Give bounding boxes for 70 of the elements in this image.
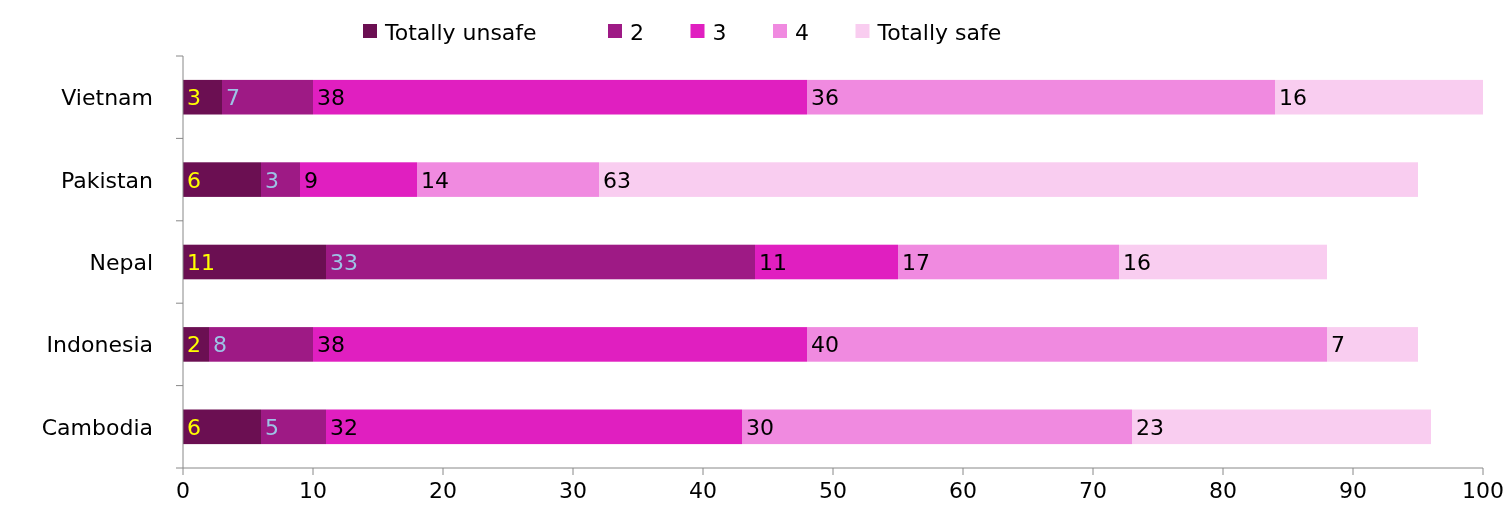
data-label: 33 [330, 249, 358, 275]
bar [183, 244, 326, 280]
bar [1119, 244, 1327, 280]
data-label: 8 [213, 332, 227, 358]
bar [417, 162, 599, 197]
bar [313, 79, 807, 115]
data-label: 6 [187, 414, 201, 440]
bar [183, 79, 222, 115]
data-label: 38 [317, 85, 345, 111]
bar [1327, 327, 1418, 362]
bar [898, 244, 1119, 280]
data-label: 9 [304, 167, 318, 193]
legend-label: 2 [630, 19, 644, 45]
bar [807, 79, 1275, 115]
bar [599, 162, 1418, 197]
x-tick-label: 70 [1079, 478, 1107, 503]
data-label: 40 [811, 332, 839, 358]
y-tick-label: Indonesia [46, 332, 153, 358]
data-label: 7 [226, 85, 240, 111]
y-tick-label: Nepal [89, 249, 153, 275]
x-tick-label: 60 [949, 478, 977, 503]
x-tick-label: 40 [689, 478, 717, 503]
bar [261, 162, 300, 197]
legend-label: Totally unsafe [384, 19, 537, 45]
bar [326, 244, 755, 280]
legend-label: 4 [795, 19, 809, 45]
data-label: 14 [421, 167, 449, 193]
bar [1275, 79, 1483, 115]
data-label: 63 [603, 167, 631, 193]
data-label: 6 [187, 167, 201, 193]
bar [183, 162, 261, 197]
bar [326, 409, 742, 445]
bar [742, 409, 1132, 445]
data-label: 11 [759, 249, 787, 275]
data-label: 3 [265, 167, 279, 193]
data-label: 2 [187, 332, 201, 358]
data-label: 38 [317, 332, 345, 358]
bar [222, 79, 313, 115]
bar [183, 409, 261, 445]
legend-label: Totally safe [876, 19, 1002, 45]
data-label: 32 [330, 414, 358, 440]
data-label: 23 [1136, 414, 1164, 440]
data-label: 30 [746, 414, 774, 440]
x-tick-label: 30 [559, 478, 587, 503]
y-tick-label: Pakistan [60, 167, 153, 193]
x-tick-label: 10 [299, 478, 327, 503]
data-label: 16 [1123, 249, 1151, 275]
bar [807, 327, 1327, 362]
data-label: 17 [902, 249, 930, 275]
x-tick-label: 0 [176, 478, 190, 503]
y-tick-label: Cambodia [41, 414, 153, 440]
legend-label: 3 [712, 19, 727, 45]
data-label: 11 [187, 249, 215, 275]
x-tick-label: 90 [1339, 478, 1367, 503]
x-tick-label: 100 [1462, 478, 1504, 503]
x-tick-label: 50 [819, 478, 847, 503]
data-label: 7 [1331, 332, 1345, 358]
x-tick-label: 20 [429, 478, 457, 503]
bar [261, 409, 326, 445]
data-label: 16 [1279, 85, 1307, 111]
y-tick-label: Vietnam [61, 85, 153, 111]
data-label: 5 [265, 414, 279, 440]
bar [755, 244, 898, 280]
bar [209, 327, 313, 362]
data-label: 3 [187, 85, 201, 111]
bar [1132, 409, 1431, 445]
bar [313, 327, 807, 362]
x-tick-label: 80 [1209, 478, 1237, 503]
bar [300, 162, 417, 197]
data-label: 36 [811, 85, 839, 111]
